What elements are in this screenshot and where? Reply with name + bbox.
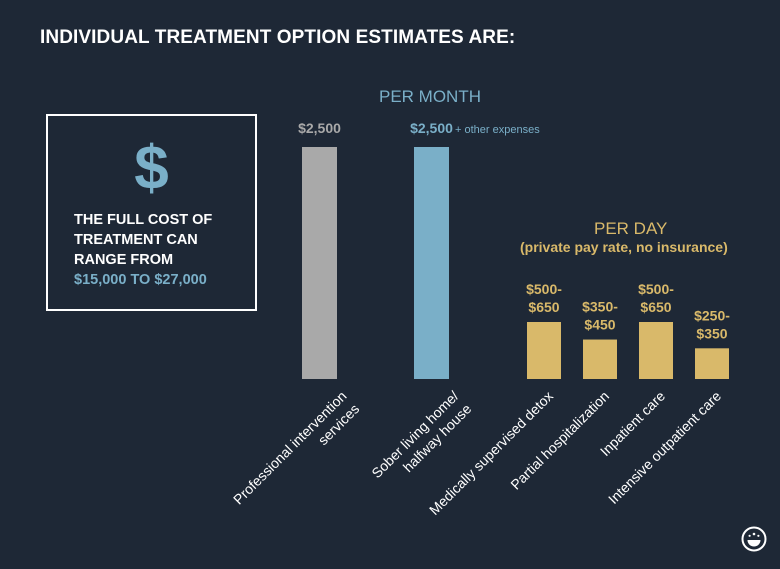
dollar-icon: $ <box>134 134 169 203</box>
value-label-day-2-b: $450 <box>584 317 615 333</box>
summary-box: $ THE FULL COST OF TREATMENT CAN RANGE F… <box>46 114 257 311</box>
category-label-day-2: Partial hospitalization <box>507 388 612 493</box>
category-label-day-4-line: Intensive outpatient care <box>605 388 724 507</box>
bar-day-3 <box>639 322 673 379</box>
value-label-day-3-a: $500- <box>638 281 674 297</box>
value-label-day-2-a: $350- <box>582 299 618 315</box>
category-label-day-4: Intensive outpatient care <box>605 388 724 507</box>
value-label-day-4-b: $350 <box>696 325 727 341</box>
value-label-day-4-a: $250- <box>694 307 730 323</box>
value-label-day-3-b: $650 <box>640 299 671 315</box>
per-day-heading: PER DAY <box>594 219 668 238</box>
bar-day-1 <box>527 322 561 379</box>
summary-text: THE FULL COST OF TREATMENT CAN RANGE FRO… <box>74 210 254 290</box>
value-label-day-1-b: $650 <box>528 299 559 315</box>
bar-day-2 <box>583 339 617 379</box>
category-label-day-2-line: Partial hospitalization <box>507 388 612 493</box>
summary-range: $15,000 TO $27,000 <box>74 272 207 288</box>
value-label-day-1-a: $500- <box>526 281 562 297</box>
bar-day-4 <box>695 348 729 379</box>
summary-line-1: THE FULL COST OF <box>74 212 213 228</box>
other-expenses-annotation: + other expenses <box>455 124 540 136</box>
value-label-month-1: $2,500 <box>298 120 341 136</box>
brand-logo-icon <box>741 526 767 552</box>
bar-month-1 <box>302 147 337 379</box>
per-month-heading: PER MONTH <box>379 87 481 106</box>
category-label-month-1-line: Professional intervention <box>230 388 350 508</box>
value-label-month-2: $2,500 <box>410 120 453 136</box>
summary-line-2: TREATMENT CAN <box>74 232 198 248</box>
summary-line-3: RANGE FROM <box>74 252 174 268</box>
bar-month-2 <box>414 147 449 379</box>
chart-title: INDIVIDUAL TREATMENT OPTION ESTIMATES AR… <box>40 27 516 48</box>
per-day-note: (private pay rate, no insurance) <box>520 239 728 255</box>
